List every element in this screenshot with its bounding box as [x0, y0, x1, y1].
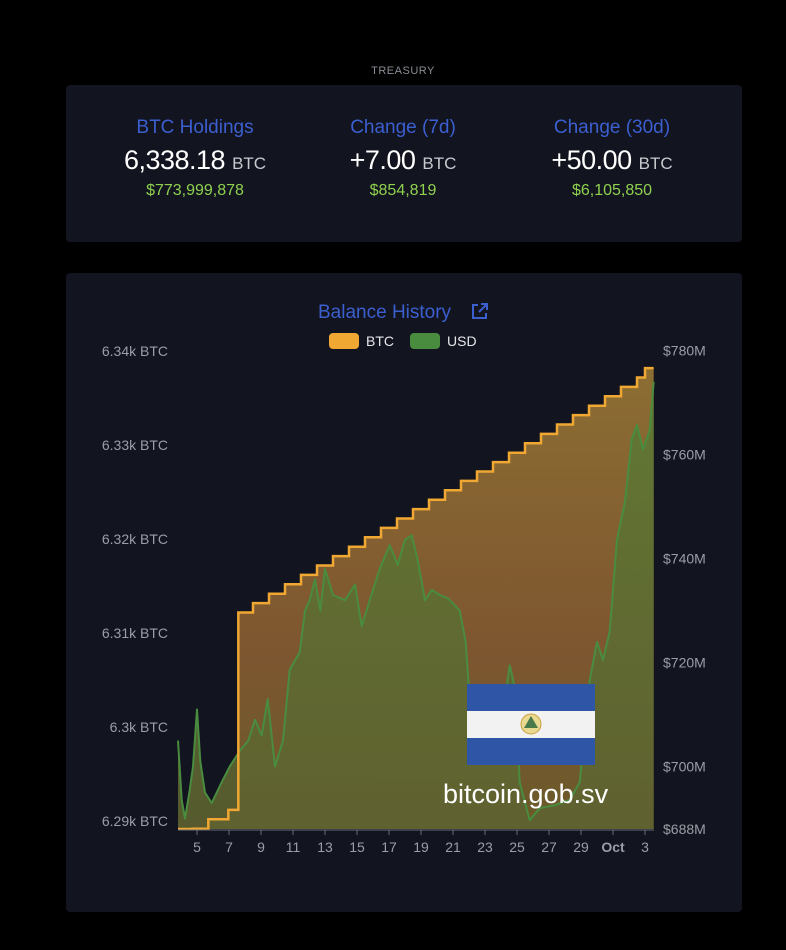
y-right-tick-label: $780M [663, 343, 706, 359]
btc-line [178, 366, 654, 831]
stat-change-7d: Change (7d) +7.00 BTC $854,819 [290, 117, 516, 200]
y-left-tick-label: 6.33k BTC [102, 437, 168, 453]
x-tick-label: Oct [601, 839, 625, 855]
stat-unit: BTC [638, 154, 673, 173]
y-right-tick-label: $740M [663, 551, 706, 567]
stat-btc-holdings: BTC Holdings 6,338.18 BTC $773,999,878 [82, 117, 308, 200]
y-left-tick-label: 6.32k BTC [102, 531, 168, 547]
stat-unit: BTC [232, 154, 267, 173]
y-left-tick-label: 6.34k BTC [102, 343, 168, 359]
x-tick-label: 27 [541, 839, 557, 855]
stat-number: +50.00 [551, 145, 632, 175]
stat-value: +50.00 BTC [499, 145, 725, 176]
stat-title: Change (30d) [553, 117, 671, 138]
x-tick-label: 3 [641, 839, 649, 855]
chart-title-text[interactable]: Balance History [318, 302, 452, 323]
stat-number: +7.00 [349, 145, 416, 175]
stat-title: Change (7d) [350, 117, 456, 138]
stat-value: +7.00 BTC [290, 145, 516, 176]
stat-title: BTC Holdings [136, 117, 254, 138]
x-tick-label: 13 [317, 839, 333, 855]
legend-item-btc[interactable]: BTC [329, 333, 394, 349]
stat-change-30d: Change (30d) +50.00 BTC $6,105,850 [499, 117, 725, 200]
x-tick-label: 21 [445, 839, 461, 855]
y-right-tick-label: $700M [663, 759, 706, 775]
x-axis: 5 7 9 11 13 15 17 19 21 23 25 27 29 Oct 3 [178, 829, 654, 855]
legend-label: BTC [366, 333, 394, 349]
x-tick-label: 9 [257, 839, 265, 855]
stat-usd: $773,999,878 [146, 182, 244, 199]
stat-value: 6,338.18 BTC [82, 145, 308, 176]
y-axis-left: 6.29k BTC 6.3k BTC 6.31k BTC 6.32k BTC 6.33k… [102, 343, 168, 829]
watermark-text: bitcoin.gob.sv [443, 779, 609, 809]
usd-area [178, 381, 654, 829]
external-link-icon[interactable] [472, 303, 488, 319]
legend: BTC USD [329, 333, 477, 349]
x-tick-label: 19 [413, 839, 429, 855]
section-label: TREASURY [371, 65, 435, 77]
y-left-tick-label: 6.3k BTC [110, 719, 168, 735]
stat-number: 6,338.18 [123, 145, 226, 175]
y-left-tick-label: 6.29k BTC [102, 813, 168, 829]
legend-label: USD [447, 333, 477, 349]
stat-usd: $6,105,850 [571, 182, 653, 199]
x-tick-label: 23 [477, 839, 493, 855]
x-tick-label: 29 [573, 839, 589, 855]
x-tick-label: 5 [193, 839, 201, 855]
legend-swatch-btc [329, 333, 359, 349]
y-right-tick-label: $688M [663, 821, 706, 837]
y-axis-right: $688M $700M $720M $740M $760M $780M [663, 343, 706, 837]
x-tick-label: 25 [509, 839, 525, 855]
x-tick-label: 17 [381, 839, 397, 855]
y-right-tick-label: $760M [663, 447, 706, 463]
x-tick-label: 11 [286, 839, 301, 855]
stat-unit: BTC [422, 154, 457, 173]
stats-card: BTC Holdings 6,338.18 BTC $773,999,878 C… [66, 85, 742, 242]
x-tick-label: 15 [349, 839, 365, 855]
x-tick-label: 7 [225, 839, 233, 855]
y-left-tick-label: 6.31k BTC [102, 625, 168, 641]
stat-usd: $854,819 [369, 182, 437, 199]
el-salvador-flag [467, 684, 595, 765]
y-right-tick-label: $720M [663, 655, 706, 671]
chart-title[interactable]: Balance History [318, 302, 488, 323]
legend-item-usd[interactable]: USD [410, 333, 477, 349]
legend-swatch-usd [410, 333, 440, 349]
